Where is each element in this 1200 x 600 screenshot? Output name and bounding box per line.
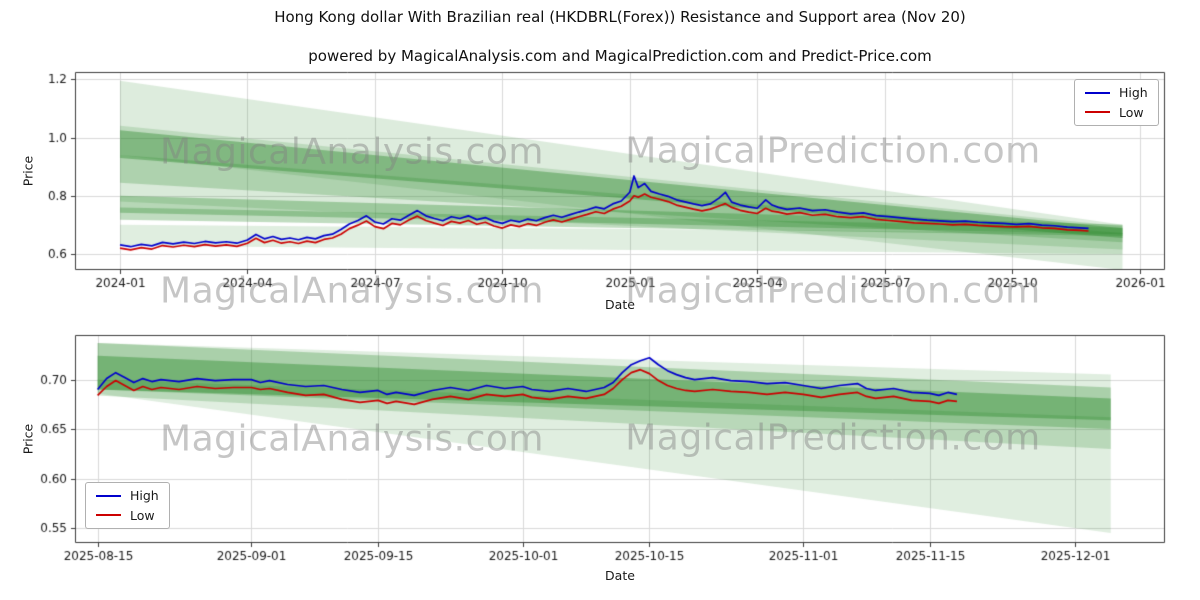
legend-label-high: High <box>1119 85 1148 100</box>
legend-entry-high: High <box>96 489 159 503</box>
high-line-swatch <box>1085 91 1110 94</box>
legend-label-low: Low <box>130 507 155 523</box>
legend-entry-low: Low <box>96 509 159 523</box>
bottom-chart-x-axis-label: Date <box>605 568 635 583</box>
low-line-swatch <box>1085 111 1110 114</box>
bottom-chart-legend: High Low <box>85 482 170 529</box>
high-line-swatch <box>96 494 121 497</box>
top-chart-y-axis-label: Price <box>20 155 36 187</box>
page-subtitle: powered by MagicalAnalysis.com and Magic… <box>308 47 932 65</box>
top-chart-legend: High Low <box>1074 79 1159 126</box>
legend-entry-low: Low <box>1085 106 1148 120</box>
top-price-chart-canvas <box>0 70 1200 320</box>
legend-label-low: Low <box>1119 104 1144 120</box>
legend-label-high: High <box>130 488 159 503</box>
page-title: Hong Kong dollar With Brazilian real (HK… <box>274 8 966 26</box>
low-line-swatch <box>96 514 121 517</box>
legend-entry-high: High <box>1085 86 1148 100</box>
top-chart-x-axis-label: Date <box>605 297 635 312</box>
bottom-price-chart-canvas <box>0 328 1200 568</box>
bottom-chart-y-axis-label: Price <box>20 423 36 455</box>
